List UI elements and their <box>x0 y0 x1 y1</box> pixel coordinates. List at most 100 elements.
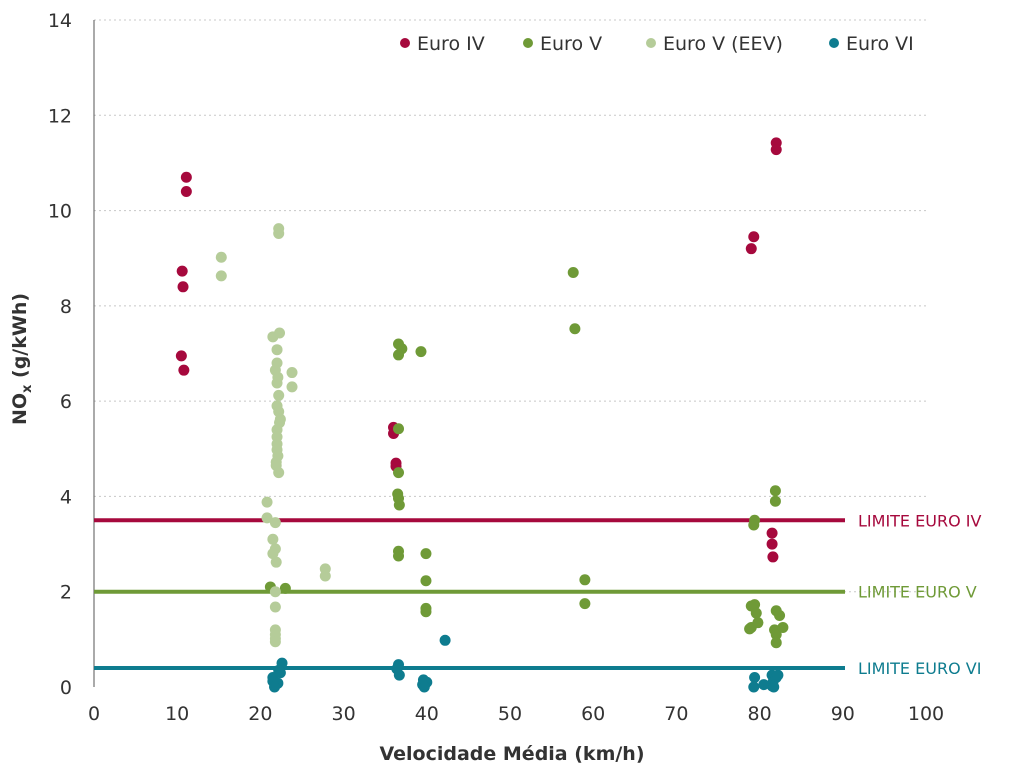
legend-label: Euro IV <box>417 33 485 55</box>
limit-lines: LIMITE EURO IV LIMITE EURO V LIMITE EURO V… <box>94 511 981 678</box>
data-point <box>175 350 187 362</box>
data-point <box>393 669 405 681</box>
data-point <box>269 681 281 693</box>
x-tick-label: 80 <box>748 703 772 725</box>
data-point <box>767 551 779 563</box>
limit-label: LIMITE EURO VI <box>858 659 981 678</box>
y-tick-label: 10 <box>48 201 72 223</box>
data-point <box>748 681 760 693</box>
data-point <box>271 344 283 356</box>
data-point <box>269 586 281 598</box>
data-point <box>267 533 279 545</box>
data-point <box>748 519 760 531</box>
data-point <box>420 548 432 560</box>
data-point <box>769 485 781 497</box>
data-points <box>175 137 789 693</box>
data-point <box>393 467 405 479</box>
data-point <box>270 556 282 568</box>
x-tick-label: 100 <box>908 703 944 725</box>
data-point <box>749 671 761 683</box>
data-point <box>269 517 281 529</box>
limit-label: LIMITE EURO IV <box>858 511 981 530</box>
y-tick-label: 8 <box>60 296 72 318</box>
x-tick-label: 20 <box>248 703 272 725</box>
data-point <box>420 575 432 587</box>
data-point <box>579 574 591 586</box>
data-point <box>745 243 757 255</box>
x-tick-label: 40 <box>415 703 439 725</box>
data-point <box>286 367 298 379</box>
y-tick-labels: 0 2 4 6 8 10 12 14 <box>48 10 72 699</box>
data-point <box>770 637 782 649</box>
data-point <box>176 265 188 277</box>
data-point <box>267 548 279 560</box>
y-tick-label: 2 <box>60 582 72 604</box>
data-point <box>744 623 756 635</box>
y-axis-title-subscript: x <box>20 384 35 393</box>
x-tick-label: 10 <box>165 703 189 725</box>
y-tick-label: 6 <box>60 391 72 413</box>
legend-marker <box>829 38 839 48</box>
data-point <box>772 669 784 681</box>
data-point <box>770 144 782 156</box>
data-point <box>319 570 331 582</box>
data-point <box>752 617 764 629</box>
data-point <box>274 327 286 339</box>
data-point <box>766 527 778 539</box>
legend: Euro IV Euro V Euro V (EEV) Euro VI <box>400 33 914 55</box>
data-point <box>749 599 761 611</box>
y-tick-label: 12 <box>48 105 72 127</box>
data-point <box>177 281 189 293</box>
x-tick-label: 90 <box>831 703 855 725</box>
data-point <box>180 171 192 183</box>
x-axis-title: Velocidade Média (km/h) <box>379 743 644 765</box>
legend-marker <box>523 38 533 48</box>
x-tick-label: 60 <box>581 703 605 725</box>
y-tick-label: 0 <box>60 677 72 699</box>
data-point <box>770 629 782 641</box>
data-point <box>273 389 285 401</box>
data-point <box>768 681 780 693</box>
data-point <box>393 550 405 562</box>
data-point <box>215 270 227 282</box>
data-point <box>415 346 427 358</box>
gridlines <box>94 19 926 593</box>
x-tick-label: 70 <box>664 703 688 725</box>
legend-label: Euro V <box>540 33 602 55</box>
x-tick-label: 50 <box>498 703 522 725</box>
data-point <box>393 499 405 511</box>
data-point <box>286 381 298 393</box>
y-tick-label: 14 <box>48 10 72 32</box>
data-point <box>774 610 786 622</box>
x-tick-labels: 0 10 20 30 40 50 60 70 80 90 100 <box>88 703 944 725</box>
data-point <box>261 512 273 524</box>
legend-marker <box>400 38 410 48</box>
data-point <box>393 423 405 435</box>
data-point <box>269 601 281 613</box>
data-point <box>261 496 273 508</box>
data-point <box>769 495 781 507</box>
data-point <box>777 621 789 633</box>
data-point <box>393 349 405 361</box>
data-point <box>273 467 285 479</box>
data-point <box>439 634 451 646</box>
y-axis-title-rest: (g/kWh) <box>9 293 31 385</box>
data-point <box>567 267 579 279</box>
data-point <box>766 538 778 550</box>
data-point <box>215 251 227 263</box>
data-point <box>269 636 281 648</box>
y-tick-label: 4 <box>60 486 72 508</box>
x-tick-label: 0 <box>88 703 100 725</box>
legend-label: Euro V (EEV) <box>663 33 783 55</box>
data-point <box>273 227 285 239</box>
data-point <box>279 582 291 594</box>
data-point <box>271 377 283 389</box>
y-axis-title-main: NO <box>9 393 31 425</box>
legend-label: Euro VI <box>846 33 914 55</box>
data-point <box>758 679 770 691</box>
limit-label: LIMITE EURO V <box>858 583 977 602</box>
legend-marker <box>646 38 656 48</box>
data-point <box>748 231 760 243</box>
data-point <box>418 681 430 693</box>
